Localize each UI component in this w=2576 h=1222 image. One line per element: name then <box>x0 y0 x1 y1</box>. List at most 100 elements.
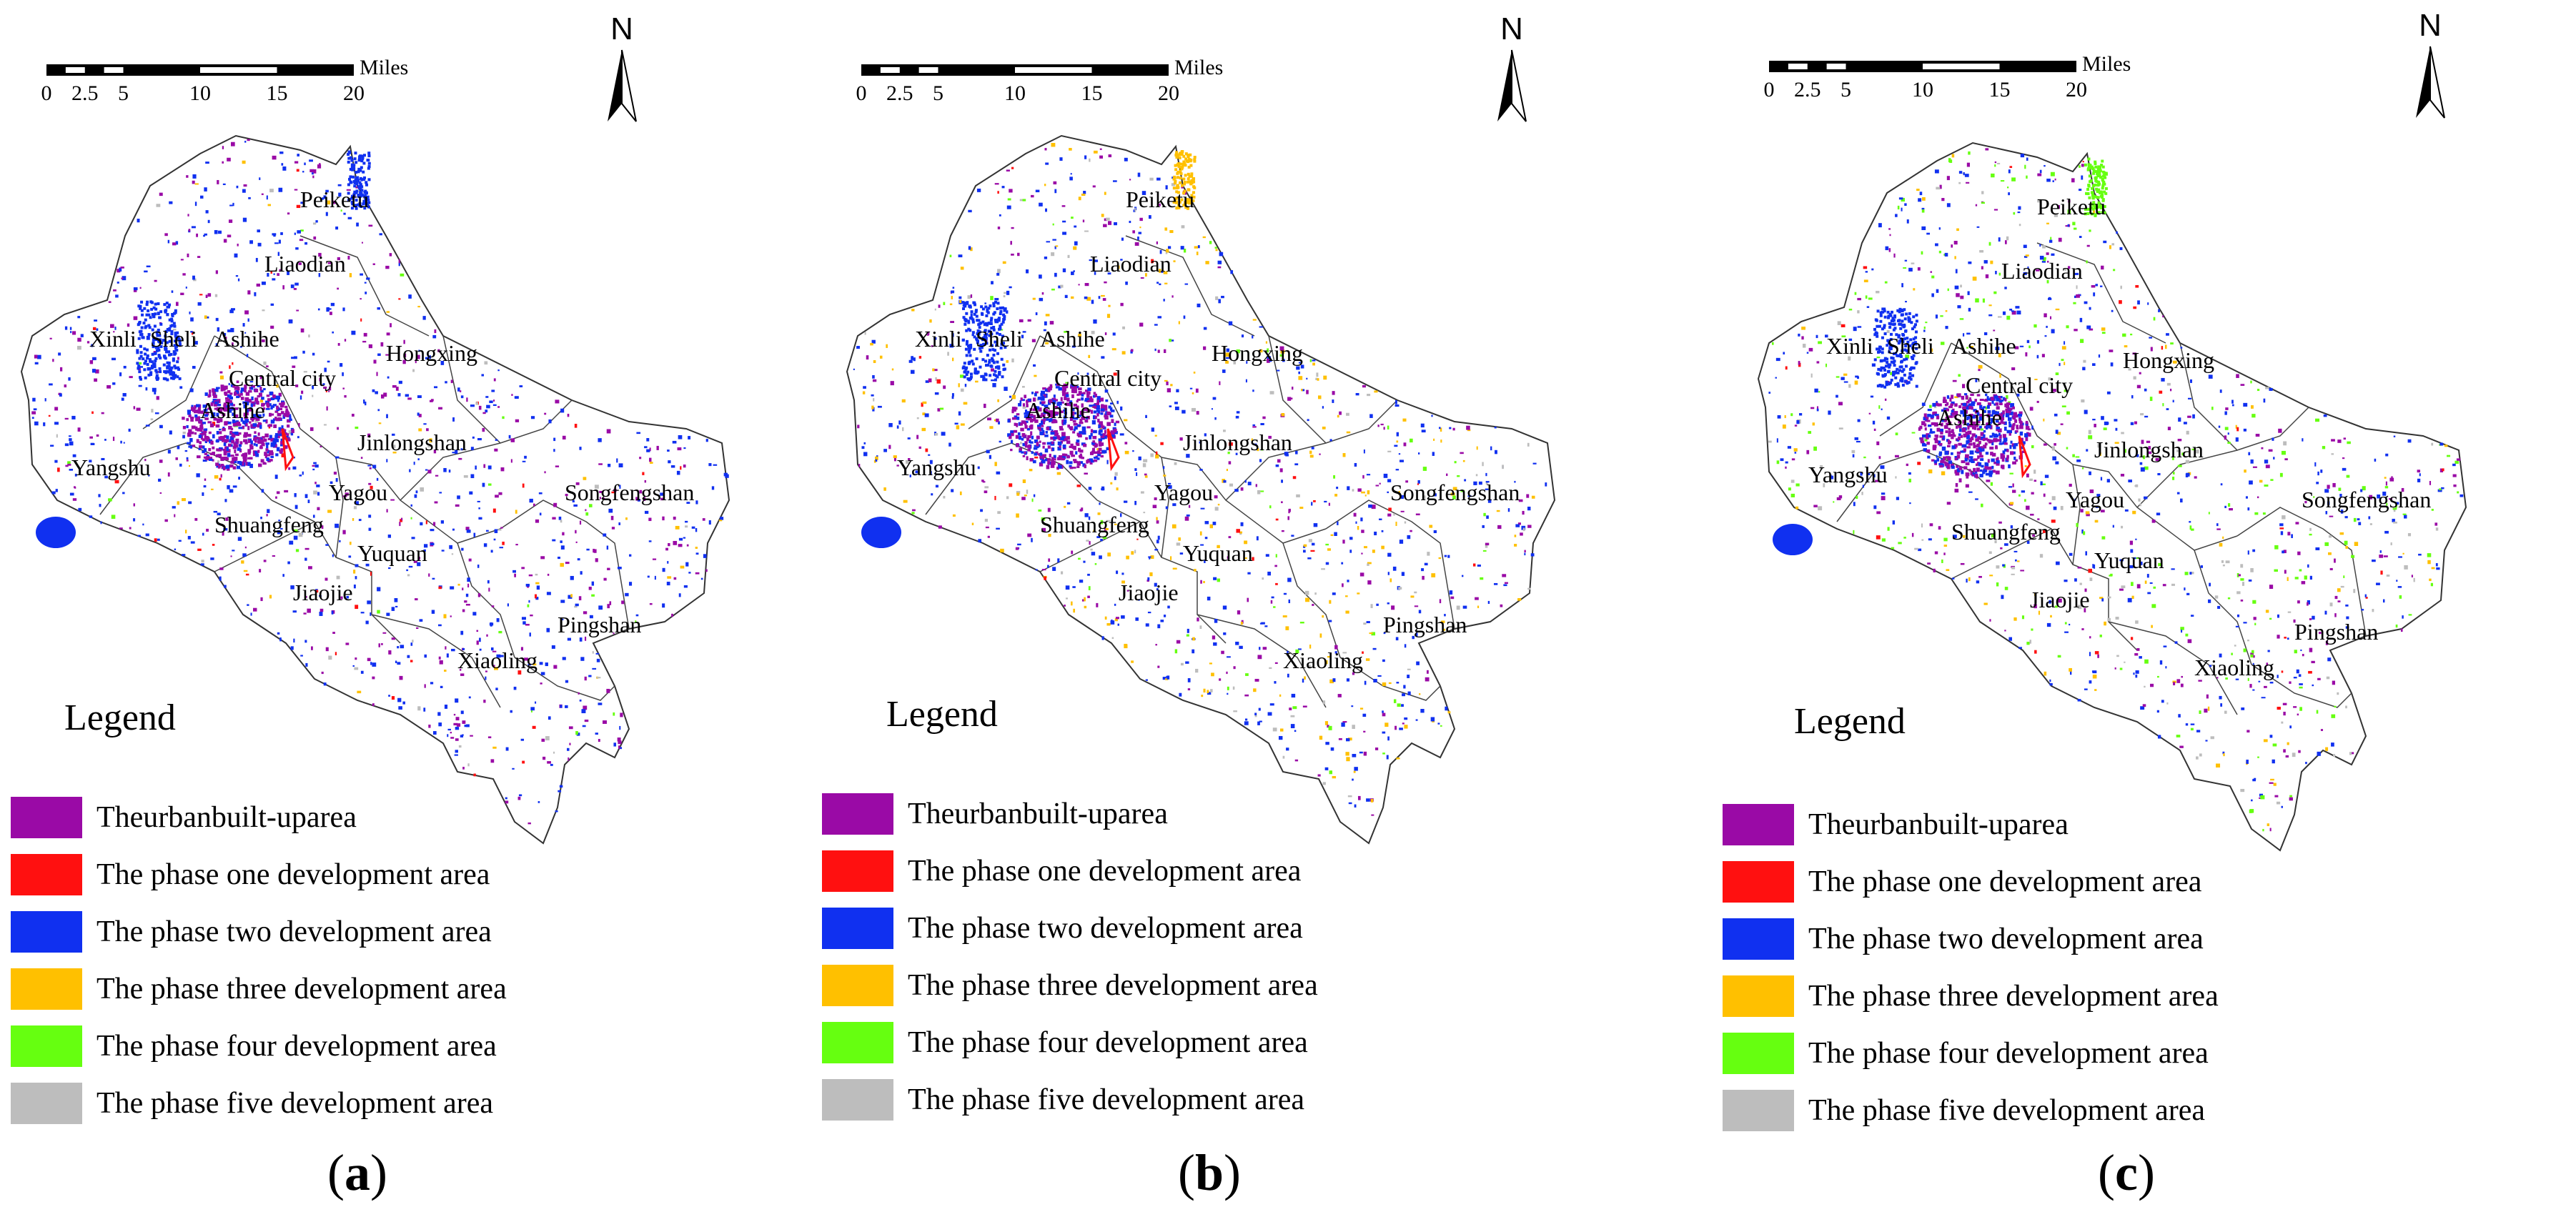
patch <box>271 405 275 408</box>
patch <box>560 520 563 523</box>
patch <box>1262 416 1266 419</box>
patch <box>406 569 409 572</box>
patch <box>1069 400 1073 404</box>
patch <box>216 407 221 410</box>
patch <box>352 164 356 167</box>
patch <box>1531 495 1535 499</box>
patch <box>1230 270 1234 274</box>
patch <box>986 308 989 312</box>
patch <box>308 566 312 570</box>
patch <box>2136 647 2140 651</box>
patch <box>2281 805 2283 808</box>
patch <box>278 407 283 411</box>
legend-swatch <box>11 911 82 953</box>
patch <box>262 309 265 312</box>
patch <box>1396 757 1400 760</box>
patch <box>173 324 177 328</box>
patch <box>331 610 334 615</box>
patch <box>485 676 487 680</box>
patch <box>152 345 155 349</box>
patch <box>2081 628 2084 630</box>
patch <box>926 334 929 336</box>
patch <box>969 316 972 319</box>
patch <box>1307 665 1311 668</box>
patch <box>245 409 249 413</box>
patch <box>2018 494 2021 497</box>
patch <box>89 515 93 518</box>
patch <box>2312 684 2314 687</box>
patch <box>252 453 256 457</box>
patch <box>1522 527 1525 532</box>
patch <box>1197 617 1199 622</box>
patch <box>1006 496 1009 500</box>
patch <box>342 307 345 312</box>
patch <box>1057 441 1062 446</box>
patch <box>312 222 317 225</box>
patch <box>1217 578 1221 582</box>
patch <box>439 660 443 665</box>
patch <box>283 429 287 432</box>
patch <box>1002 363 1006 367</box>
patch <box>1210 689 1213 692</box>
patch <box>143 368 147 372</box>
patch <box>2088 429 2091 434</box>
patch <box>261 339 265 342</box>
patch <box>317 492 320 496</box>
patch <box>304 557 307 561</box>
patch <box>1091 552 1096 556</box>
patch <box>210 557 214 560</box>
patch <box>48 414 51 417</box>
patch <box>37 354 41 359</box>
patch <box>685 525 688 528</box>
patch <box>1169 405 1172 407</box>
patch <box>1165 252 1168 254</box>
patch <box>1235 452 1238 455</box>
patch <box>213 394 217 399</box>
patch <box>1061 401 1064 404</box>
patch <box>403 353 407 358</box>
patch <box>968 209 972 213</box>
patch <box>1199 469 1203 471</box>
patch <box>67 464 71 466</box>
patch <box>359 191 362 194</box>
patch <box>270 437 274 441</box>
patch <box>1927 562 1931 565</box>
patch <box>1070 173 1072 175</box>
patch <box>1139 322 1144 327</box>
patch <box>1049 384 1053 389</box>
patch <box>1212 635 1216 640</box>
patch <box>1418 610 1422 614</box>
patch <box>688 436 691 439</box>
patch <box>372 703 375 706</box>
patch <box>1155 454 1159 459</box>
patch <box>1999 373 2001 378</box>
patch <box>163 370 167 374</box>
patch <box>981 338 985 342</box>
patch <box>223 451 227 456</box>
patch <box>269 412 272 417</box>
patch <box>432 522 436 526</box>
patch <box>1290 715 1295 717</box>
patch <box>445 381 447 384</box>
patch <box>247 462 251 467</box>
patch <box>2249 480 2253 485</box>
patch <box>928 454 931 456</box>
patch <box>247 290 251 295</box>
patch <box>428 724 431 728</box>
patch <box>532 663 537 666</box>
patch <box>548 419 552 424</box>
patch <box>573 504 578 507</box>
patch <box>1364 680 1367 685</box>
patch <box>144 270 148 273</box>
patch <box>2095 284 2098 287</box>
patch <box>164 334 167 338</box>
patch <box>974 303 977 307</box>
patch <box>497 369 500 372</box>
patch <box>2101 327 2106 331</box>
patch <box>416 627 419 630</box>
patch <box>2051 496 2056 500</box>
patch <box>1145 273 1147 277</box>
patch <box>2180 627 2184 630</box>
patch <box>312 385 314 389</box>
patch <box>1775 357 1780 362</box>
